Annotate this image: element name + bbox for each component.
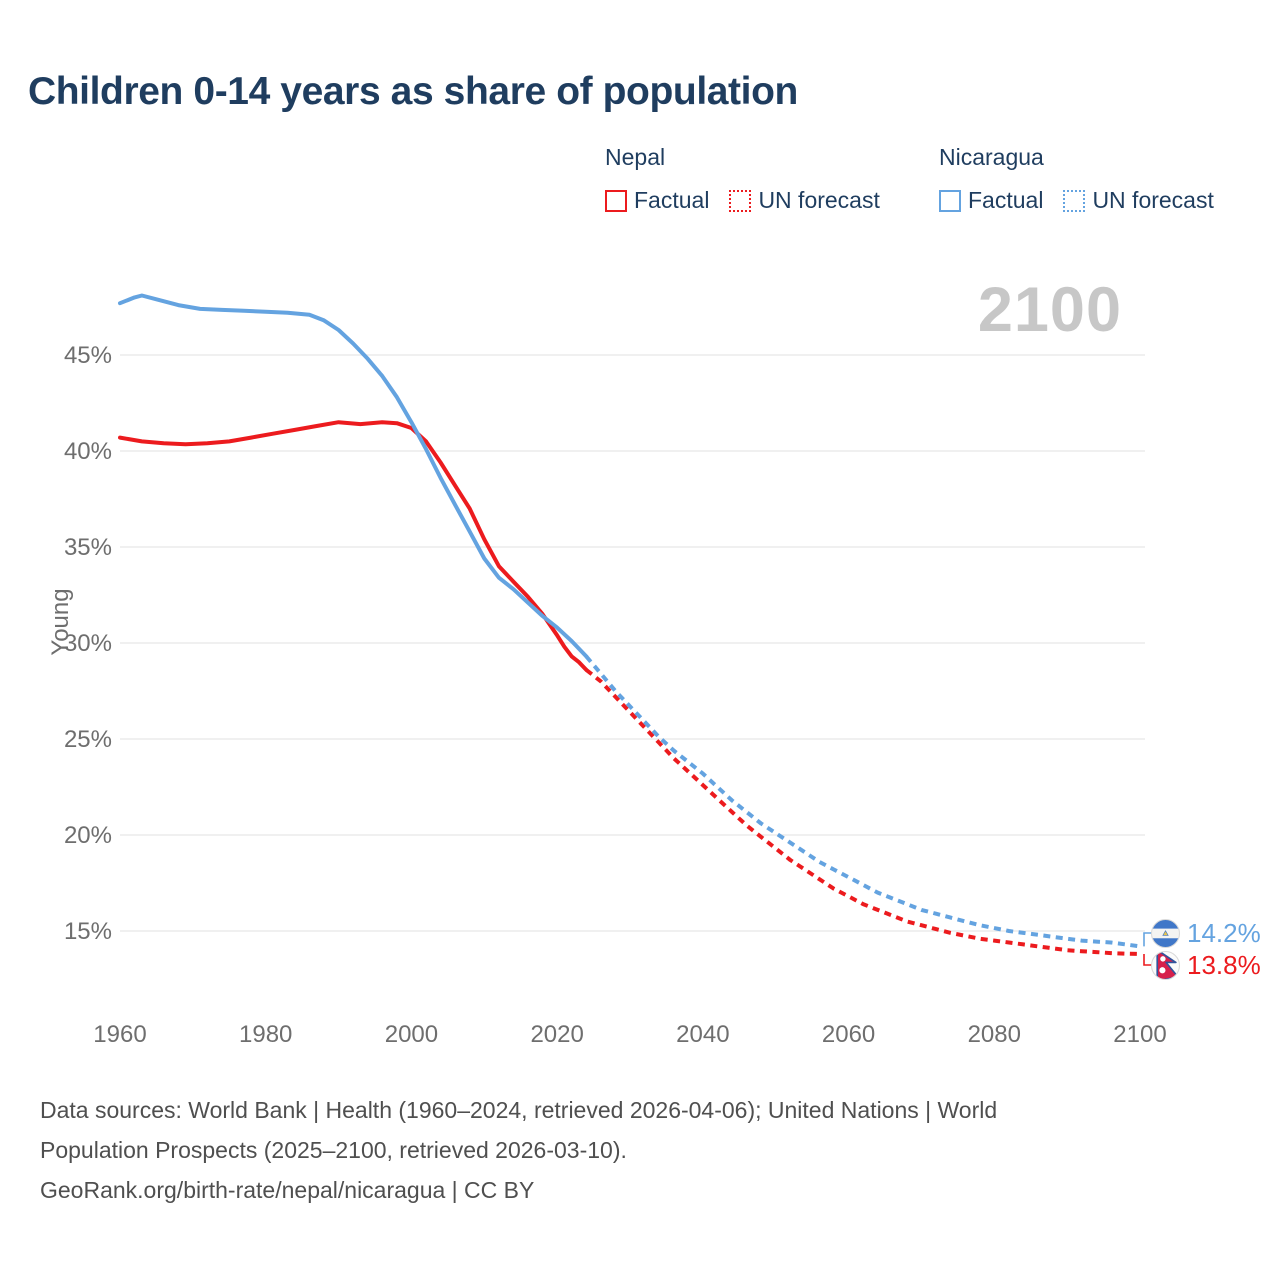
y-tick-25: 25% [64, 726, 112, 753]
x-tick-1980: 1980 [239, 1021, 292, 1048]
series-nicaragua-dashed[interactable] [584, 655, 1141, 949]
series-nepal-solid[interactable] [118, 420, 589, 672]
series-lines [118, 293, 1141, 956]
nicaragua-flag-icon [1151, 919, 1180, 948]
watermark-year: 2100 [977, 275, 1122, 345]
y-tick-15: 15% [64, 918, 112, 945]
nepal-end-value: 13.8% [1187, 950, 1261, 980]
y-tick-20: 20% [64, 822, 112, 849]
end-label-nepal: 13.8% [1151, 950, 1261, 981]
footer-line-1: Data sources: World Bank | Health (1960–… [40, 1097, 998, 1123]
gridlines [120, 354, 1145, 932]
nicaragua-end-value: 14.2% [1187, 918, 1261, 948]
x-tick-2060: 2060 [822, 1021, 875, 1048]
axis-tick-labels: 15% 20% 25% 30% 35% 40% 45% 1960 1980 2000 2020 204… [64, 342, 1167, 1048]
nepal-connector [1143, 954, 1152, 966]
x-tick-2100: 2100 [1113, 1021, 1166, 1048]
nicaragua-factual-label: Factual [968, 187, 1044, 213]
x-tick-2080: 2080 [968, 1021, 1021, 1048]
nepal-forecast-label: UN forecast [758, 187, 880, 213]
nicaragua-forecast-swatch[interactable] [1063, 189, 1086, 212]
legend-row-nepal: Factual UN forecast [605, 187, 893, 214]
nepal-flag-icon [1151, 951, 1180, 980]
end-label-nicaragua: 14.2% [1151, 918, 1261, 949]
nepal-forecast-swatch[interactable] [729, 189, 752, 212]
x-tick-2040: 2040 [676, 1021, 729, 1048]
nicaragua-factual-swatch[interactable] [939, 189, 961, 212]
y-axis-title: Young [47, 588, 74, 656]
nicaragua-connector [1143, 932, 1152, 947]
nepal-factual-swatch[interactable] [605, 189, 627, 212]
y-tick-35: 35% [64, 534, 112, 561]
series-nicaragua-solid[interactable] [118, 293, 589, 659]
footer-line-3[interactable]: GeoRank.org/birth-rate/nepal/nicaragua |… [40, 1177, 535, 1203]
series-nepal-dashed[interactable] [585, 668, 1141, 956]
x-tick-1960: 1960 [93, 1021, 146, 1048]
y-tick-30: 30% [64, 630, 112, 657]
legend-group-nepal: Nepal Factual UN forecast [605, 144, 893, 214]
legend-country-label-nepal: Nepal [605, 144, 666, 170]
nicaragua-forecast-label: UN forecast [1092, 187, 1214, 213]
x-tick-2000: 2000 [385, 1021, 438, 1048]
footer-line-2: Population Prospects (2025–2100, retriev… [40, 1137, 627, 1163]
y-tick-40: 40% [64, 438, 112, 465]
page-title: Children 0-14 years as share of populati… [28, 70, 798, 113]
legend-group-nicaragua: Nicaragua Factual UN forecast [939, 144, 1227, 214]
x-tick-2020: 2020 [530, 1021, 583, 1048]
footer-attribution: Data sources: World Bank | Health (1960–… [40, 1090, 1220, 1210]
legend-country-label-nicaragua: Nicaragua [939, 144, 1044, 170]
legend-row-nicaragua: Factual UN forecast [939, 187, 1227, 214]
y-tick-45: 45% [64, 342, 112, 369]
nepal-factual-label: Factual [634, 187, 710, 213]
